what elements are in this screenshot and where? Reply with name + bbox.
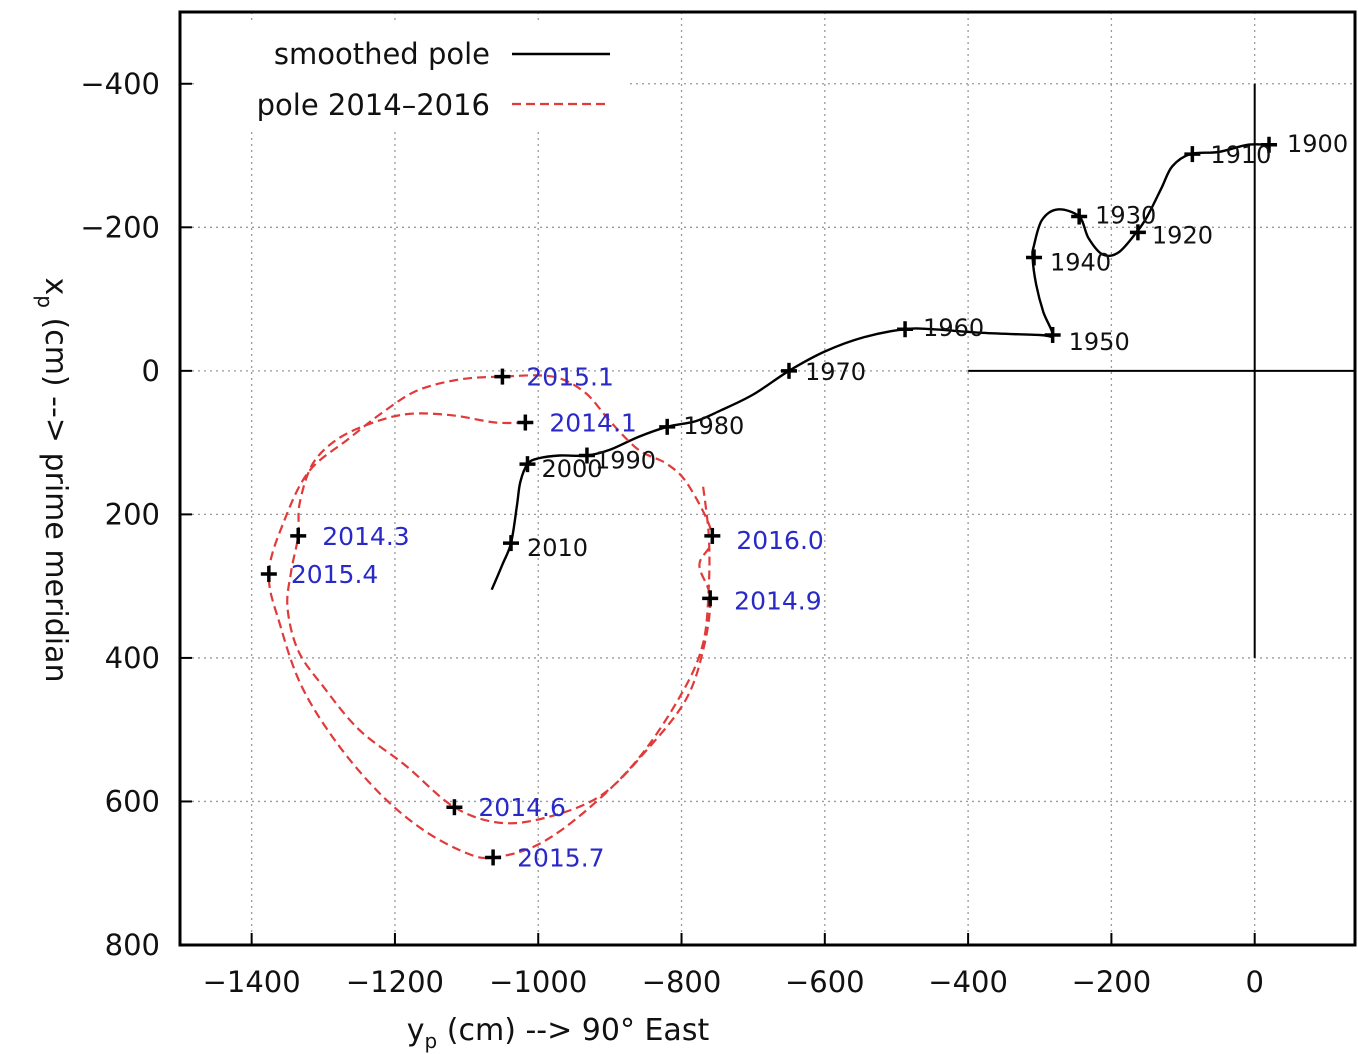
- point-marker: [494, 368, 511, 385]
- grid-lines: [180, 12, 1355, 946]
- point-marker: [1261, 136, 1278, 153]
- y-tick-label: −200: [80, 210, 160, 244]
- y-axis-label: xp (cm) --> prime meridian: [33, 277, 73, 682]
- x-tick-label: −400: [928, 965, 1008, 999]
- point-marker: [446, 799, 463, 816]
- point-label: 1950: [1069, 328, 1130, 356]
- legend-background: [195, 22, 630, 132]
- point-marker: [702, 590, 719, 607]
- point-label: 1980: [683, 412, 744, 440]
- point-marker: [260, 565, 277, 582]
- y-tick-labels: −400 −200 0 200 400 600 800: [80, 67, 160, 962]
- point-label: 1920: [1152, 221, 1213, 249]
- point-marker: [704, 527, 721, 544]
- pole-2014-2016-line: [267, 374, 714, 860]
- x-tick-labels: −1400 −1200 −1000 −800 −600 −400 −200 0: [203, 965, 1264, 999]
- x-axis-label: yp (cm) --> 90° East: [407, 1013, 710, 1053]
- point-marker: [1044, 326, 1061, 343]
- point-label: 2016.0: [736, 526, 823, 555]
- point-marker: [1129, 224, 1146, 241]
- point-label: 1940: [1050, 248, 1111, 276]
- x-tick-label: −800: [642, 965, 722, 999]
- point-label: 1970: [805, 358, 866, 386]
- point-marker: [485, 849, 502, 866]
- point-label: 2014.1: [549, 409, 636, 438]
- point-marker: [1071, 208, 1088, 225]
- point-label: 1910: [1210, 141, 1271, 169]
- point-marker: [1184, 146, 1201, 163]
- series-lines: [267, 143, 1270, 860]
- reference-cross: [968, 83, 1355, 658]
- point-label: 1960: [923, 314, 984, 342]
- smoothed-pole-line: [490, 143, 1270, 591]
- point-label: 1990: [595, 447, 656, 475]
- y-tick-label: 800: [105, 928, 160, 962]
- x-tick-label: −1200: [346, 965, 444, 999]
- point-label: 2000: [541, 455, 602, 483]
- legend-label-pole-2014-2016: pole 2014–2016: [257, 88, 490, 122]
- point-marker: [578, 447, 595, 464]
- y-tick-label: 400: [105, 641, 160, 675]
- y-tick-label: −400: [80, 67, 160, 101]
- x-tick-label: −200: [1072, 965, 1152, 999]
- point-label: 2015.7: [517, 843, 604, 872]
- x-tick-label: 0: [1245, 965, 1263, 999]
- point-marker: [659, 418, 676, 435]
- y-tick-label: 200: [105, 497, 160, 531]
- point-label: 2015.4: [291, 560, 378, 589]
- point-marker: [503, 535, 520, 552]
- point-label: 2014.9: [734, 586, 821, 615]
- point-label: 2010: [527, 534, 588, 562]
- x-tick-label: −1400: [203, 965, 301, 999]
- point-label: 1900: [1287, 130, 1348, 158]
- point-markers: [260, 136, 1278, 866]
- point-label: 2014.6: [478, 793, 565, 822]
- plot-frame: [178, 10, 1357, 947]
- y-tick-label: 600: [105, 784, 160, 818]
- x-tick-label: −1000: [489, 965, 587, 999]
- legend: smoothed pole pole 2014–2016: [195, 22, 630, 132]
- point-label: 1930: [1095, 202, 1156, 230]
- point-marker: [519, 456, 536, 473]
- x-tick-label: −600: [785, 965, 865, 999]
- point-marker: [780, 362, 797, 379]
- point-marker: [290, 527, 307, 544]
- point-marker: [897, 321, 914, 338]
- point-marker: [517, 414, 534, 431]
- point-label: 2015.1: [526, 363, 613, 392]
- legend-label-smoothed-pole: smoothed pole: [274, 37, 490, 71]
- point-label: 2014.3: [322, 522, 409, 551]
- y-tick-label: 0: [142, 354, 160, 388]
- point-marker: [1026, 249, 1043, 266]
